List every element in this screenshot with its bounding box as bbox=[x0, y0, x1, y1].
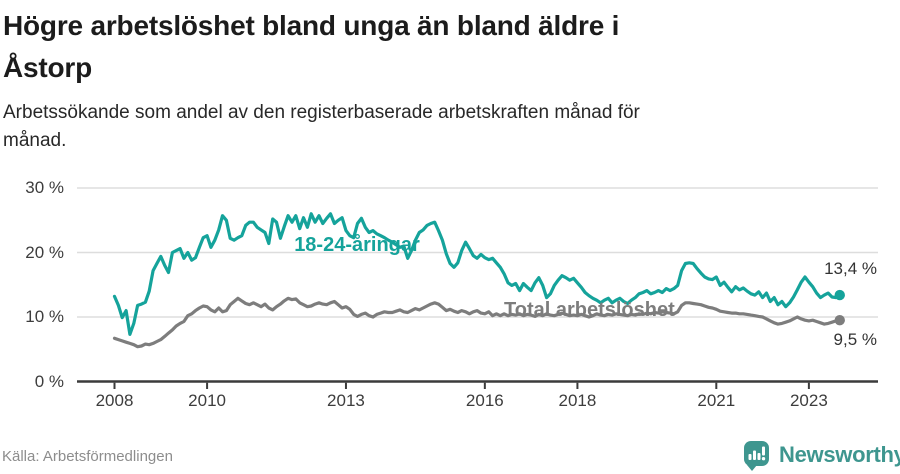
page-title-line-1: Högre arbetslöshet bland unga än bland ä… bbox=[3, 10, 620, 41]
series-label-young: 18-24-åringar bbox=[294, 234, 420, 256]
series-label-total: Total arbetslöshet bbox=[504, 299, 675, 321]
x-axis-label-2013: 2013 bbox=[327, 391, 365, 410]
chart-subtitle-line-1: Arbetssökande som andel av den registerb… bbox=[3, 102, 640, 123]
x-axis-label-2023: 2023 bbox=[789, 391, 828, 410]
x-axis-label-2016: 2016 bbox=[465, 391, 504, 410]
source-attribution: Källa: Arbetsförmedlingen bbox=[2, 448, 173, 465]
end-dot-young bbox=[834, 289, 845, 301]
y-axis-label-20: 20 % bbox=[25, 242, 64, 262]
page-title-line-2: Åstorp bbox=[3, 52, 93, 83]
x-axis-label-2018: 2018 bbox=[558, 391, 597, 410]
page-title: Högre arbetslöshet bland unga än bland ä… bbox=[3, 5, 897, 89]
y-axis-label-10: 10 % bbox=[25, 307, 64, 326]
series-line-total bbox=[112, 296, 842, 349]
x-axis-label-2010: 2010 bbox=[188, 391, 226, 410]
end-dot-total bbox=[834, 315, 845, 326]
end-value-label-total: 9,5 % bbox=[833, 330, 877, 349]
y-axis-label-0: 0 % bbox=[34, 371, 64, 391]
y-axis-label-30: 30 % bbox=[25, 178, 64, 197]
bar-chart-exclamation-glyph bbox=[748, 446, 766, 461]
x-axis-label-2008: 2008 bbox=[95, 391, 134, 410]
end-value-label-young: 13,4 % bbox=[824, 259, 877, 278]
brand-name: Newsworthy bbox=[779, 442, 900, 467]
chart-subtitle-line-2: månad. bbox=[3, 130, 67, 151]
series-line-young bbox=[112, 212, 842, 336]
chart-subtitle: Arbetssökande som andel av den registerb… bbox=[3, 99, 863, 155]
speech-bubble-bar-chart-icon bbox=[744, 441, 769, 471]
x-axis-label-2021: 2021 bbox=[697, 391, 736, 410]
